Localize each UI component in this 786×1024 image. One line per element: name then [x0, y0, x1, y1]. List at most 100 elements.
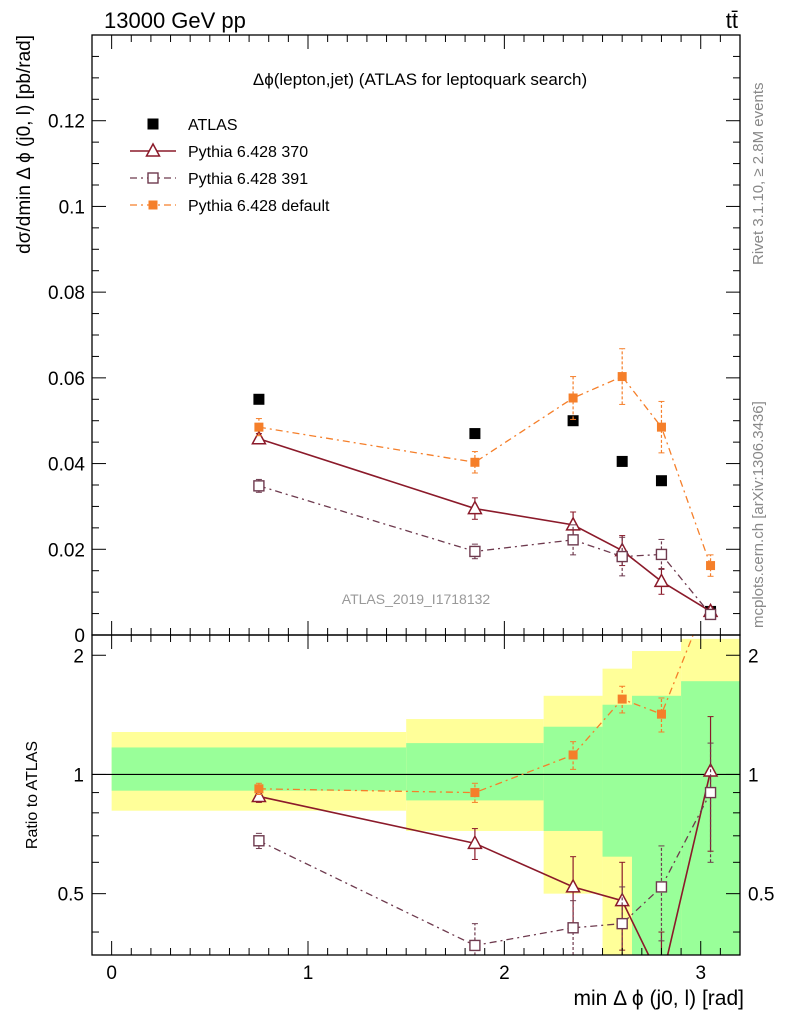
ratio-uncertainty-bands — [111, 638, 740, 955]
legend-marker-p391 — [147, 172, 159, 184]
legend-entry-p391: Pythia 6.428 391 — [130, 171, 308, 188]
ratio-y-tick-label-right: 2 — [748, 646, 759, 667]
ratio-point-pdef — [568, 750, 578, 760]
ratio-point-p391 — [469, 939, 481, 952]
ratio-line-pdef — [258, 635, 694, 794]
ratio-point-p370 — [467, 834, 483, 850]
ratio-plot-panel: 0.5 0.51 12 20 1 2 3 Ratio to ATLAS min Δ ϕ (j… — [24, 587, 775, 1010]
main-point-p370 — [467, 499, 483, 515]
main-point-atlas — [253, 393, 265, 405]
chart-title: Δϕ(lepton,jet) (ATLAS for leptoquark sea… — [253, 70, 587, 89]
main-point-atlas — [616, 455, 628, 467]
y-tick-label: 0.12 — [48, 112, 85, 133]
main-line-p391 — [258, 485, 712, 615]
legend-entry-p370: Pythia 6.428 370 — [130, 142, 308, 161]
ratio-point-p391 — [567, 922, 579, 934]
ratio-series-p370 — [251, 716, 719, 987]
rivet-label: Rivet 3.1.10, ≥ 2.8M events — [750, 83, 767, 266]
main-point-p391 — [567, 534, 579, 546]
main-point-p370 — [653, 572, 670, 588]
main-point-pdef — [470, 457, 480, 467]
main-series-p370 — [251, 430, 719, 618]
ratio-point-pdef — [706, 587, 715, 596]
ratio-line-p391 — [258, 792, 712, 947]
ratio-point-p370 — [251, 787, 267, 803]
x-tick-label: 3 — [695, 963, 706, 984]
main-point-p391 — [616, 550, 628, 563]
x-tick-label: 1 — [303, 963, 314, 984]
ratio-point-p391 — [616, 917, 628, 930]
legend-label-p370: Pythia 6.428 370 — [188, 144, 308, 161]
main-point-p391 — [253, 480, 265, 492]
ratio-y-tick-label-right: 1 — [748, 765, 759, 786]
ratio-y-tick-label-right: 0.5 — [748, 885, 774, 906]
ratio-plot-data — [251, 587, 719, 987]
ratio-point-p370 — [655, 975, 668, 987]
green-band — [632, 695, 682, 955]
main-point-pdef — [656, 422, 666, 432]
ratio-point-p370 — [565, 878, 581, 893]
y-tick-label: 0.1 — [59, 197, 85, 218]
main-point-pdef — [617, 372, 627, 382]
ratio-plot-axis-ticks — [92, 635, 741, 955]
y-tick-label: 0.04 — [48, 455, 85, 476]
ratio-plot-tick-labels: 0.5 0.5 1 1 2 2 0 1 2 3 — [58, 646, 775, 984]
ratio-line-p370 — [258, 770, 712, 955]
header-left: 13000 GeV pp — [104, 8, 246, 33]
main-point-p391 — [469, 545, 481, 558]
ratio-series-p391 — [253, 742, 717, 955]
main-point-pdef — [254, 422, 264, 432]
ratio-point-pdef — [656, 709, 666, 719]
ratio-y-tick-label-left: 0.5 — [58, 885, 84, 906]
ratio-plot-frame — [91, 634, 741, 956]
legend-marker-atlas — [147, 118, 159, 130]
legend-marker-p370 — [145, 142, 161, 157]
main-point-pdef — [568, 393, 578, 403]
legend-label-p391: Pythia 6.428 391 — [188, 171, 308, 188]
main-line-p370 — [258, 437, 711, 613]
ratio-point-p391 — [655, 881, 668, 893]
x-tick-label: 0 — [106, 963, 117, 984]
main-point-p391 — [704, 608, 717, 621]
ratio-point-p391 — [253, 835, 265, 847]
x-tick-label: 2 — [499, 963, 510, 984]
main-series-atlas — [253, 393, 717, 617]
main-series-pdef — [254, 348, 716, 577]
legend-label-pdef: Pythia 6.428 default — [188, 198, 330, 215]
main-point-p391 — [655, 548, 668, 561]
ratio-y-axis-label: Ratio to ATLAS — [24, 741, 41, 849]
ratio-series-pdef — [254, 587, 715, 803]
main-point-atlas — [469, 428, 481, 440]
main-point-p370 — [251, 430, 267, 445]
main-point-atlas — [655, 475, 667, 487]
y-tick-label: 0.02 — [48, 540, 85, 561]
ratio-y-tick-label-left: 2 — [73, 646, 84, 667]
ratio-point-pdef — [617, 694, 627, 704]
x-axis-label: min Δ ϕ (j0, l) [rad] — [574, 987, 745, 1010]
y-axis-label: dσ/dmin Δ ϕ (j0, l) [pb/rad] — [14, 35, 35, 254]
legend-entry-pdef: Pythia 6.428 default — [130, 198, 330, 215]
ratio-point-p391 — [704, 786, 717, 799]
main-point-atlas — [567, 415, 579, 427]
main-plot-y-tick-labels: 0 0.02 0.04 0.06 0.08 0.1 0.12 — [48, 112, 85, 647]
legend: ATLAS Pythia 6.428 370 Pythia 6.428 391 Pyt… — [130, 117, 330, 215]
ratio-point-pdef — [470, 788, 480, 798]
main-plot-data — [251, 348, 719, 621]
ratio-y-tick-label-left: 1 — [73, 765, 84, 786]
main-plot-panel: Δϕ(lepton,jet) (ATLAS for leptoquark sea… — [14, 34, 741, 647]
main-point-pdef — [706, 561, 716, 571]
legend-label-atlas: ATLAS — [188, 117, 238, 134]
main-series-p391 — [253, 478, 717, 621]
legend-entry-atlas: ATLAS — [147, 117, 238, 134]
y-tick-label: 0 — [74, 626, 85, 647]
main-line-pdef — [258, 375, 712, 566]
header-right: tt̄ — [726, 8, 738, 33]
mcplots-label: mcplots.cern.ch [arXiv:1306.3436] — [750, 401, 767, 628]
y-tick-label: 0.08 — [48, 283, 85, 304]
watermark: ATLAS_2019_I1718132 — [342, 591, 491, 607]
ratio-point-pdef — [254, 784, 264, 794]
legend-marker-pdef — [148, 200, 158, 210]
green-band — [602, 704, 632, 857]
y-tick-label: 0.06 — [48, 369, 85, 390]
